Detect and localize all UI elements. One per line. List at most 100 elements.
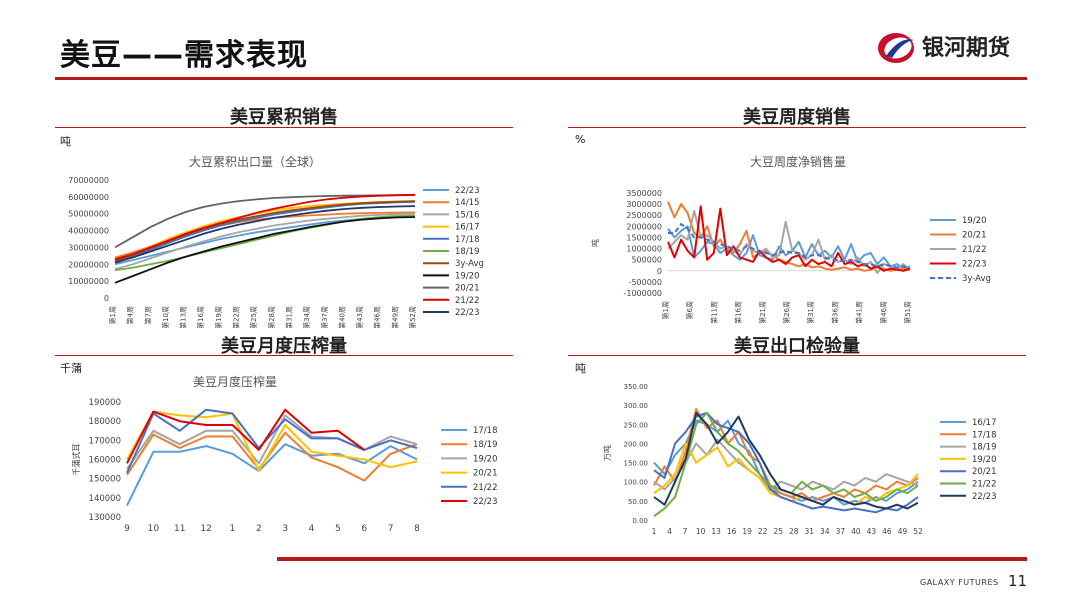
- x-tick-label: 第25周: [249, 306, 258, 328]
- section-title-weekly-sales: 美豆周度销售: [743, 107, 851, 128]
- legend-label: 21/22: [972, 480, 997, 490]
- export-inspections-chart: 0.00 50.00 100.00 150.00 200.00 250.00 300.00 3…: [602, 383, 997, 536]
- x-tick-label: 第21周: [758, 301, 767, 324]
- y-tick-label: 0: [104, 294, 109, 303]
- legend-label: 16/17: [972, 418, 997, 428]
- x-tick-label: 22: [758, 527, 768, 536]
- series-line: [667, 209, 911, 274]
- legend-label: 21/22: [962, 245, 987, 255]
- x-tick-label: 第34周: [302, 306, 311, 328]
- series-line: [667, 205, 911, 272]
- x-tick-label: 第31周: [806, 301, 815, 324]
- x-tick-label: 4: [667, 527, 672, 536]
- x-tick-label: 第41周: [855, 301, 864, 324]
- y-tick-label: 100.00: [624, 479, 649, 487]
- x-tick-label: 49: [898, 527, 908, 536]
- legend-label: 17/18: [473, 426, 498, 436]
- chart-title: 大豆周度净销售量: [750, 154, 846, 169]
- y-tick-label: 150000: [89, 475, 121, 485]
- x-tick-label: 第10周: [161, 306, 170, 328]
- series-line: [126, 431, 418, 482]
- x-tick-label: 12: [200, 524, 211, 534]
- x-tick-label: 第40周: [337, 306, 346, 328]
- chart-title: 美豆月度压榨量: [193, 374, 277, 389]
- cumulative-sales-chart: 大豆累积出口量（全球） 0 10000000 20000000 30000000 4000…: [68, 154, 484, 328]
- x-tick-label: 8: [414, 524, 420, 534]
- x-tick-label: 第4周: [126, 306, 135, 324]
- y-tick-label: 350.00: [624, 383, 649, 391]
- series-line: [126, 443, 418, 506]
- legend-label: 22/23: [962, 260, 987, 270]
- weekly-net-sales-chart: 大豆周度净销售量 -1000000 -500000 0 500000 1000000 150…: [590, 154, 991, 324]
- series-line: [114, 193, 416, 261]
- y-tick-label: 180000: [89, 417, 121, 427]
- legend-label: 19/20: [962, 216, 987, 226]
- legend-label: 17/18: [972, 430, 997, 440]
- x-tick-label: 11: [174, 524, 185, 534]
- y-axis-label: 万吨: [602, 445, 612, 461]
- series-line: [668, 223, 911, 270]
- x-tick-label: 4: [309, 524, 315, 534]
- x-tick-label: 19: [742, 527, 752, 536]
- legend-label: 19/20: [455, 271, 480, 281]
- x-tick-label: 7: [388, 524, 394, 534]
- x-tick-label: 9: [124, 524, 130, 534]
- x-tick-label: 第1周: [108, 306, 117, 324]
- x-tick-label: 7: [683, 527, 688, 536]
- series-line: [114, 205, 416, 264]
- series-line: [126, 408, 365, 464]
- y-tick-label: 160000: [89, 456, 121, 466]
- x-tick-label: 1: [230, 524, 236, 534]
- series-line: [126, 410, 418, 472]
- section-divider: [568, 355, 1026, 356]
- legend-label: 22/23: [473, 497, 498, 507]
- y-tick-label: 130000: [89, 513, 121, 523]
- x-tick-label: 37: [836, 527, 846, 536]
- y-tick-label: 50.00: [628, 498, 648, 506]
- galaxy-logo-icon: [878, 33, 914, 63]
- y-tick-label: 250.00: [624, 421, 649, 429]
- x-tick-label: 第13周: [179, 306, 188, 328]
- legend-label: 14/15: [455, 198, 480, 208]
- y-tick-label: 3000000: [626, 200, 662, 209]
- legend-label: 20/21: [473, 469, 498, 479]
- y-tick-label: 60000000: [68, 193, 109, 202]
- series-line: [114, 216, 416, 284]
- x-tick-label: 3: [282, 524, 288, 534]
- y-tick-label: 50000000: [68, 210, 109, 219]
- series-line: [667, 225, 911, 270]
- page-title: 美豆——需求表现: [60, 38, 308, 73]
- y-tick-label: 140000: [89, 494, 121, 504]
- unit-label: %: [575, 133, 586, 146]
- legend-label: 20/21: [972, 467, 997, 477]
- x-tick-label: 34: [820, 527, 830, 536]
- series-line: [653, 438, 919, 491]
- legend-label: 22/23: [455, 308, 480, 318]
- y-tick-label: 150.00: [624, 460, 649, 468]
- x-tick-label: 第16周: [196, 306, 205, 328]
- y-tick-label: 300.00: [624, 402, 649, 410]
- x-tick-label: 31: [805, 527, 815, 536]
- legend-label: 19/20: [473, 454, 498, 464]
- y-axis-label: 吨: [590, 239, 600, 247]
- x-tick-label: 第6周: [685, 301, 694, 319]
- x-tick-label: 43: [867, 527, 877, 536]
- header-divider: [55, 77, 1027, 80]
- y-tick-label: 200.00: [624, 440, 649, 448]
- y-tick-label: 170000: [89, 436, 121, 446]
- legend-label: 18/19: [473, 440, 498, 450]
- section-divider: [568, 127, 1026, 128]
- legend-label: 18/19: [455, 247, 480, 257]
- y-tick-label: -1000000: [623, 289, 662, 298]
- x-tick-label: 第31周: [284, 306, 293, 328]
- x-tick-label: 10: [148, 524, 160, 534]
- footer-company: GALAXY FUTURES: [920, 578, 999, 587]
- y-tick-label: 0: [657, 267, 662, 276]
- y-axis-label: 千蒲式耳: [71, 444, 81, 476]
- x-tick-label: 第51周: [903, 301, 912, 324]
- x-tick-label: 13: [711, 527, 721, 536]
- section-title-monthly-crush: 美豆月度压榨量: [221, 336, 347, 357]
- unit-label: 千蒲: [60, 362, 82, 375]
- x-tick-label: 第19周: [214, 306, 223, 328]
- legend-label: 3y-Avg: [455, 259, 484, 269]
